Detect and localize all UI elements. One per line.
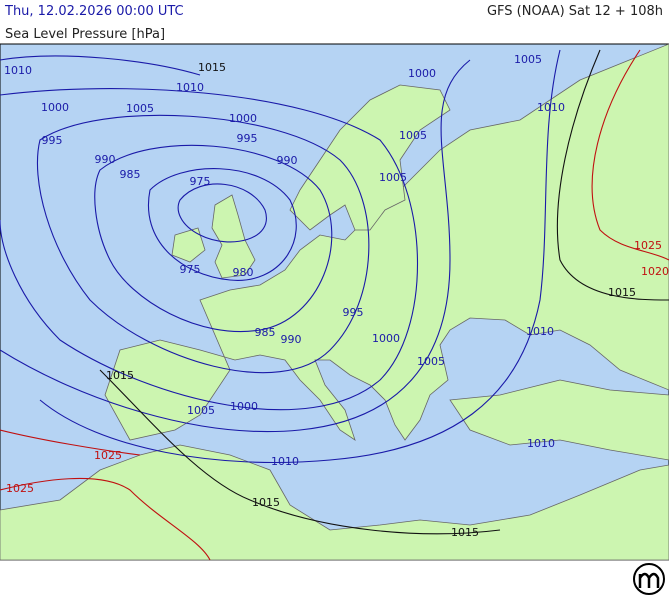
isobar-label: 1010 (526, 325, 554, 338)
isobar-label: 1000 (408, 67, 436, 80)
isobar-label: 1025 (94, 449, 122, 462)
isobar-label: 1010 (271, 455, 299, 468)
isobar-label: 975 (180, 263, 201, 276)
isobar (36, 114, 370, 374)
isobar-label: 1005 (399, 129, 427, 142)
map-area (0, 43, 669, 561)
isobar-label: 1025 (6, 482, 34, 495)
isobar-label: 1000 (41, 101, 69, 114)
land-scandinavia (289, 84, 451, 231)
isobar-label: 995 (42, 134, 63, 147)
isobar-label: 1015 (451, 526, 479, 539)
isobar (0, 59, 471, 433)
isobar-label: 995 (237, 132, 258, 145)
isobar (0, 49, 561, 464)
isobar-label: 985 (120, 168, 141, 181)
logo (633, 563, 665, 595)
land-uk (211, 194, 256, 279)
isobar-label: 980 (233, 266, 254, 279)
isobar-label: 1015 (608, 286, 636, 299)
isobar-label: 1005 (514, 53, 542, 66)
model-run: GFS (NOAA) Sat 12 + 108h (487, 4, 663, 19)
map-title: Thu, 12.02.2026 00:00 UTC (4, 4, 184, 19)
isobar (0, 49, 669, 561)
isobar-label: 990 (277, 154, 298, 167)
isobar-label: 1010 (537, 101, 565, 114)
isobar-label: 1025 (634, 239, 662, 252)
isobar-label: 990 (281, 333, 302, 346)
isobar (177, 183, 267, 243)
isobar-label: 995 (343, 306, 364, 319)
isobar-label: 1015 (106, 369, 134, 382)
isobar-label: 985 (255, 326, 276, 339)
isobar-label: 975 (190, 175, 211, 188)
isobar-label: 1005 (126, 102, 154, 115)
isobar-label: 1015 (252, 496, 280, 509)
isobar (99, 49, 669, 535)
land-turkey (449, 379, 669, 461)
isobar-label: 1020 (641, 265, 669, 278)
isobar-label: 1010 (176, 81, 204, 94)
isobar-label: 1000 (230, 400, 258, 413)
isobar (0, 88, 418, 411)
isobar-label: 1010 (4, 64, 32, 77)
isobar-label: 1015 (198, 61, 226, 74)
isobar-label: 1000 (229, 112, 257, 125)
subtitle: Sea Level Pressure [hPa] (5, 27, 165, 42)
isobar (148, 168, 297, 281)
isobar-label: 1005 (417, 355, 445, 368)
isobar-label: 1005 (187, 404, 215, 417)
isobar-label: 1005 (379, 171, 407, 184)
isobar-label: 990 (95, 153, 116, 166)
isobar-label: 1010 (527, 437, 555, 450)
isobar-label: 1000 (372, 332, 400, 345)
isobar (94, 144, 333, 332)
land-ireland (171, 227, 206, 263)
